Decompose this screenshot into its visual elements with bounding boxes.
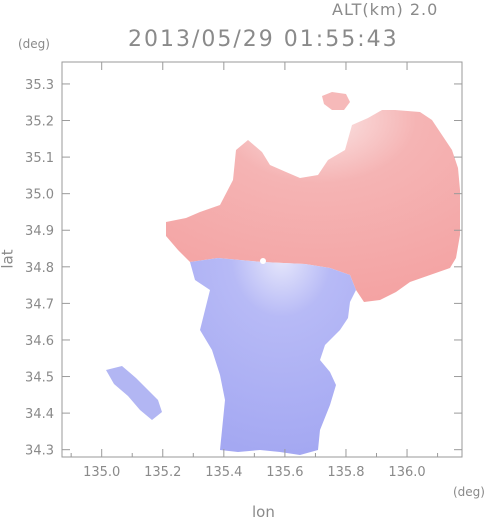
- y-tick-label: 34.7: [25, 297, 54, 312]
- echo-toward-region: [190, 258, 356, 455]
- y-tick-label: 34.8: [25, 261, 54, 276]
- y-tick-label: 35.0: [25, 188, 54, 203]
- y-tick-label: 34.5: [25, 371, 54, 386]
- radar-site-marker: [260, 258, 266, 264]
- y-tick-label: 34.4: [25, 407, 54, 422]
- y-tick-label: 34.6: [25, 334, 54, 349]
- plot-frame: [61, 61, 463, 458]
- x-tick-label: 135.8: [327, 465, 364, 480]
- x-unit-label: (deg): [453, 485, 485, 499]
- x-tick-label: 135.0: [83, 465, 120, 480]
- y-tick-label: 34.3: [25, 444, 54, 459]
- chart-title: 2013/05/29 01:55:43: [128, 27, 399, 52]
- x-tick-label: 135.2: [144, 465, 181, 480]
- x-axis-label: lon: [252, 503, 275, 521]
- echo-away-region: [166, 110, 460, 302]
- y-unit-label: (deg): [18, 37, 50, 51]
- y-tick-label: 35.1: [25, 151, 54, 166]
- x-tick-label: 135.4: [205, 465, 242, 480]
- y-tick-label: 34.9: [25, 224, 54, 239]
- altitude-label: ALT(km) 2.0: [332, 0, 439, 19]
- y-tick-label: 35.3: [25, 78, 54, 93]
- x-tick-label: 135.6: [266, 465, 303, 480]
- y-tick-label: 35.2: [25, 115, 54, 130]
- x-tick-label: 136.0: [388, 465, 425, 480]
- echo-toward-streak: [106, 366, 162, 420]
- echo-away-patch: [322, 92, 350, 110]
